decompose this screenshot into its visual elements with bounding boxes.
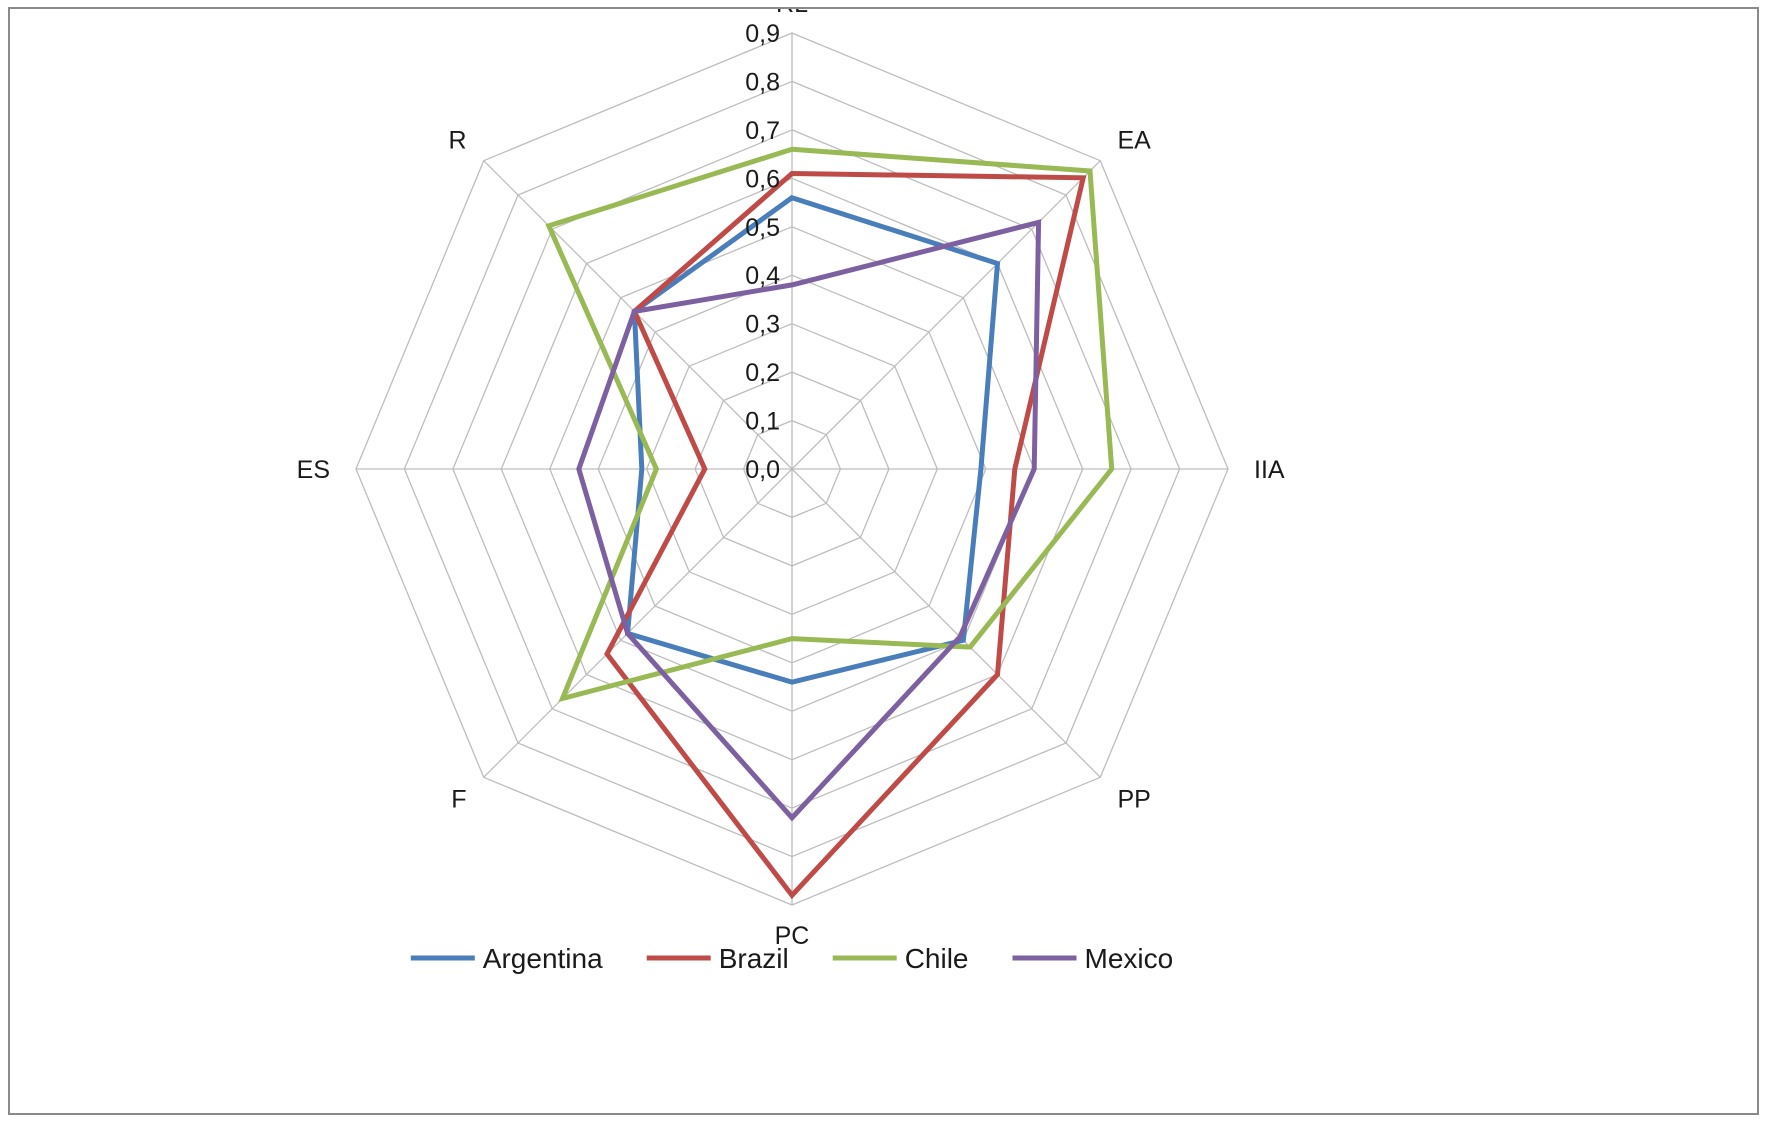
tick-label: 0,1 <box>745 408 780 436</box>
legend-item-argentina: Argentina <box>410 943 603 974</box>
chart-frame: 0,0 0,1 0,2 0,3 0,4 0,5 0,6 0,7 0,8 0,9 RL EA IIA PP… <box>8 7 1759 1115</box>
tick-label: 0,2 <box>745 359 780 387</box>
axis-label-r: R <box>448 127 466 155</box>
legend-item-brazil: Brazil <box>646 943 789 974</box>
axis-label-pc: PC <box>775 922 810 950</box>
tick-label: 0,5 <box>745 214 780 242</box>
axis-label-rl: RL <box>776 9 808 18</box>
legend-item-mexico: Mexico <box>1012 943 1174 974</box>
tick-label: 0,0 <box>745 456 780 484</box>
tick-label: 0,6 <box>745 165 780 193</box>
tick-label: 0,3 <box>745 311 780 339</box>
legend-label: Mexico <box>1085 943 1174 974</box>
radar-spokes <box>356 33 1228 905</box>
radial-tick-labels: 0,0 0,1 0,2 0,3 0,4 0,5 0,6 0,7 0,8 0,9 <box>745 20 780 484</box>
series-argentina <box>624 194 1001 685</box>
legend-label: Brazil <box>719 943 789 974</box>
legend: Argentina Brazil Chile Mexico <box>410 943 1174 974</box>
axis-label-es: ES <box>297 456 330 484</box>
axis-label-ea: EA <box>1118 127 1152 155</box>
tick-label: 0,8 <box>745 68 780 96</box>
tick-label: 0,4 <box>745 262 780 290</box>
tick-label: 0,9 <box>745 20 780 48</box>
series-mexico <box>576 219 1042 822</box>
axis-label-iia: IIA <box>1254 456 1285 484</box>
spoke-pp <box>791 468 1101 778</box>
tick-label: 0,7 <box>745 117 780 145</box>
legend-item-chile: Chile <box>832 943 969 974</box>
legend-label: Chile <box>905 943 969 974</box>
series-chile <box>545 146 1115 703</box>
spoke-ea <box>791 160 1101 470</box>
radar-series <box>545 146 1115 900</box>
axis-labels: RL EA IIA PP PC F ES R <box>297 9 1285 950</box>
spoke-f <box>483 468 793 778</box>
series-brazil <box>604 170 1087 900</box>
radar-chart: 0,0 0,1 0,2 0,3 0,4 0,5 0,6 0,7 0,8 0,9 RL EA IIA PP… <box>297 9 1285 974</box>
axis-label-pp: PP <box>1118 786 1151 814</box>
legend-label: Argentina <box>483 943 603 974</box>
axis-label-f: F <box>451 786 466 814</box>
